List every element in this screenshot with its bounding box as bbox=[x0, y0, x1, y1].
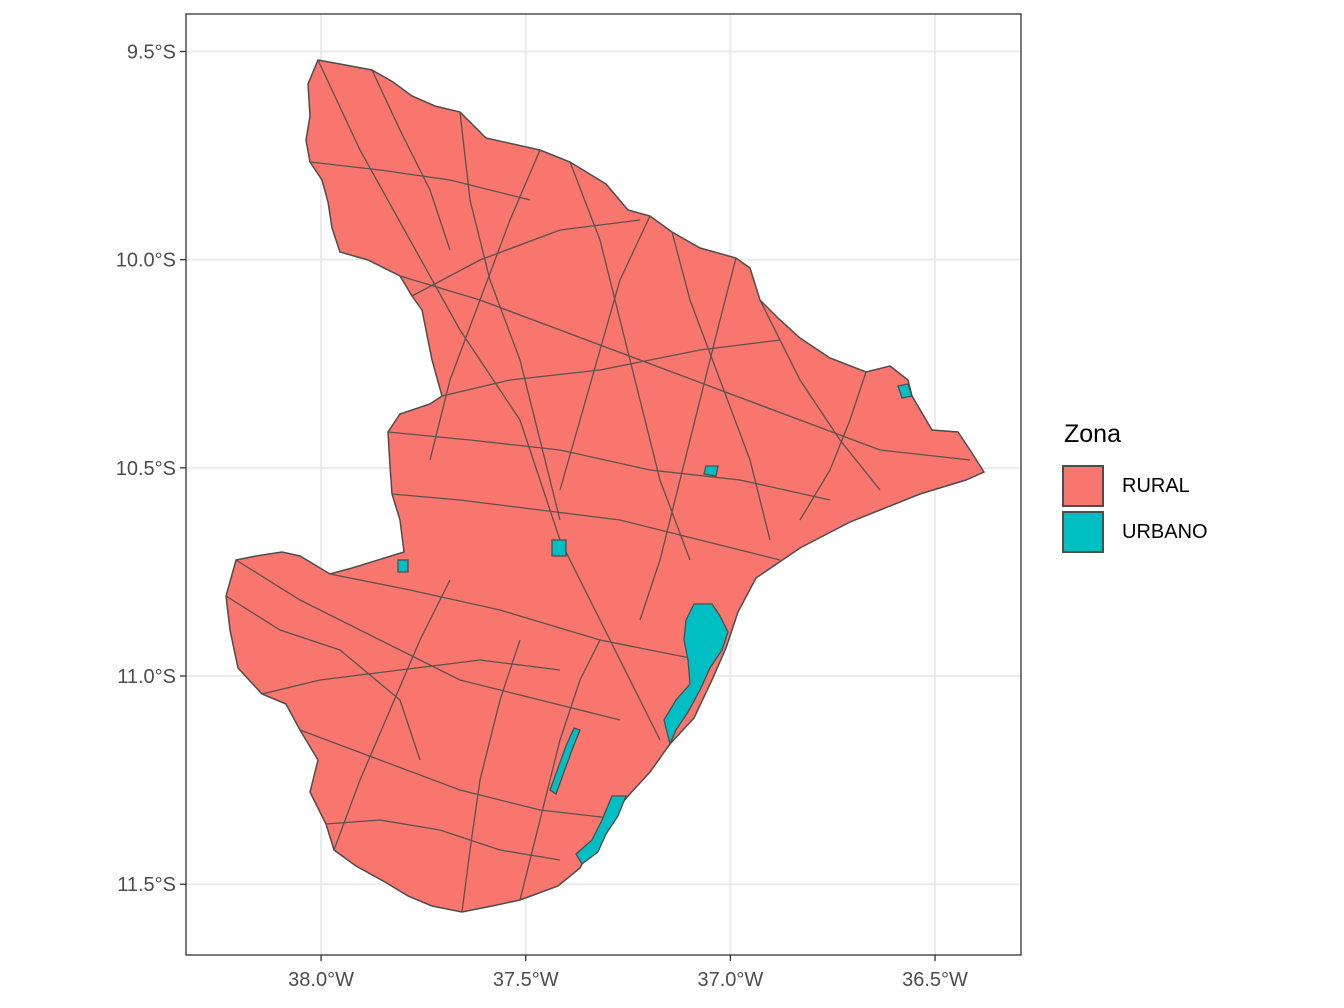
urban-central bbox=[551, 539, 567, 557]
urban-lake bbox=[549, 727, 581, 795]
legend-key-rural bbox=[1062, 465, 1104, 507]
urban-east bbox=[703, 465, 719, 477]
legend-key-urbano bbox=[1062, 511, 1104, 553]
y-tick-label: 10.0°S bbox=[116, 250, 176, 272]
legend-title: Zona bbox=[1064, 420, 1121, 448]
x-tick-label: 38.0°W bbox=[288, 969, 354, 991]
y-tick-label: 10.5°S bbox=[116, 458, 176, 480]
urban-areas bbox=[397, 383, 913, 865]
legend-item-urbano: URBANO bbox=[1062, 509, 1208, 555]
x-tick-label: 37.0°W bbox=[697, 969, 763, 991]
x-tick-label: 37.5°W bbox=[493, 969, 559, 991]
x-tick-label: 36.5°W bbox=[902, 969, 968, 991]
legend-item-rural: RURAL bbox=[1062, 463, 1208, 509]
y-tick-label: 11.0°S bbox=[117, 666, 176, 688]
panel-border bbox=[185, 13, 1022, 956]
municipality-borders bbox=[225, 59, 971, 913]
rural-region bbox=[225, 59, 986, 913]
legend-label-rural: RURAL bbox=[1122, 474, 1190, 497]
urban-aracaju bbox=[663, 603, 729, 747]
y-tick-label: 9.5°S bbox=[127, 41, 176, 63]
legend-label-urbano: URBANO bbox=[1122, 520, 1208, 543]
urban-west bbox=[397, 559, 409, 573]
y-tick-label: 11.5°S bbox=[117, 874, 176, 896]
axes: 38.0°W 37.5°W 37.0°W 36.5°W 9.5°S 10.0°S 10.5°… bbox=[116, 41, 968, 991]
legend: Zona RURAL URBANO bbox=[1062, 420, 1208, 555]
urban-northeast bbox=[897, 383, 913, 399]
urban-south-coast bbox=[575, 795, 627, 865]
map-layer bbox=[225, 59, 986, 913]
